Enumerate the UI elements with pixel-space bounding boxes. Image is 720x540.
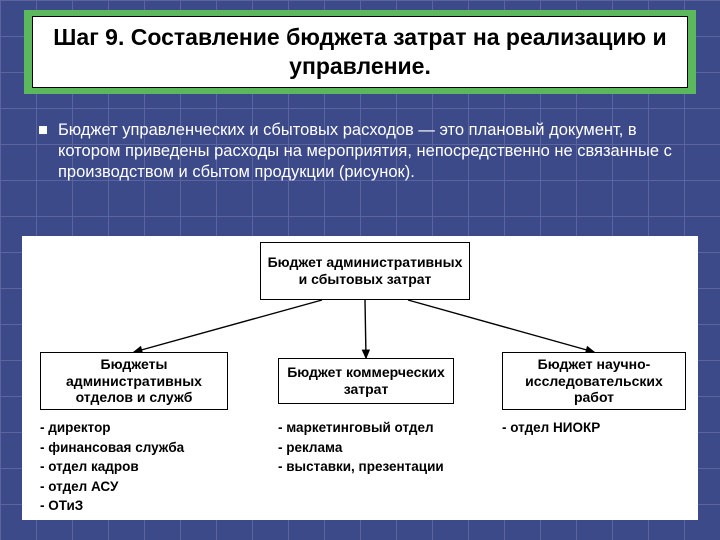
tree-child-list: директорфинансовая службаотдел кадровотд…: [40, 418, 184, 516]
tree-child-list: маркетинговый отделрекламавыставки, през…: [278, 418, 444, 477]
tree-root-node: Бюджет административных и сбытовых затра…: [260, 242, 470, 300]
tree-list-item: выставки, презентации: [278, 457, 444, 477]
tree-list-item: реклама: [278, 438, 444, 458]
tree-child-node: Бюджет коммерческих затрат: [278, 358, 454, 404]
tree-child-node: Бюджет научно-исследовательских работ: [502, 352, 686, 410]
tree-list-item: ОТиЗ: [40, 496, 184, 516]
tree-list-item: маркетинговый отдел: [278, 418, 444, 438]
tree-list-item: финансовая служба: [40, 438, 184, 458]
bullet-text: Бюджет управленческих и сбытовых расходо…: [58, 120, 690, 183]
tree-child-node: Бюджеты административных отделов и служб: [40, 352, 228, 410]
tree-list-item: отдел кадров: [40, 457, 184, 477]
tree-child-label: Бюджет научно-исследовательских работ: [509, 356, 679, 406]
title-band: Шаг 9. Составление бюджета затрат на реа…: [24, 10, 696, 94]
tree-child-list: отдел НИОКР: [502, 418, 600, 438]
tree-child-label: Бюджет коммерческих затрат: [285, 364, 447, 398]
bullet-paragraph: ■ Бюджет управленческих и сбытовых расхо…: [38, 120, 690, 183]
tree-list-item: отдел НИОКР: [502, 418, 600, 438]
bullet-mark: ■: [38, 120, 48, 183]
slide-title: Шаг 9. Составление бюджета затрат на реа…: [32, 16, 688, 88]
tree-list-item: отдел АСУ: [40, 477, 184, 497]
tree-child-label: Бюджеты административных отделов и служб: [47, 356, 221, 406]
diagram-panel: Бюджет административных и сбытовых затра…: [22, 236, 698, 520]
tree-root-label: Бюджет административных и сбытовых затра…: [267, 254, 463, 288]
tree-list-item: директор: [40, 418, 184, 438]
